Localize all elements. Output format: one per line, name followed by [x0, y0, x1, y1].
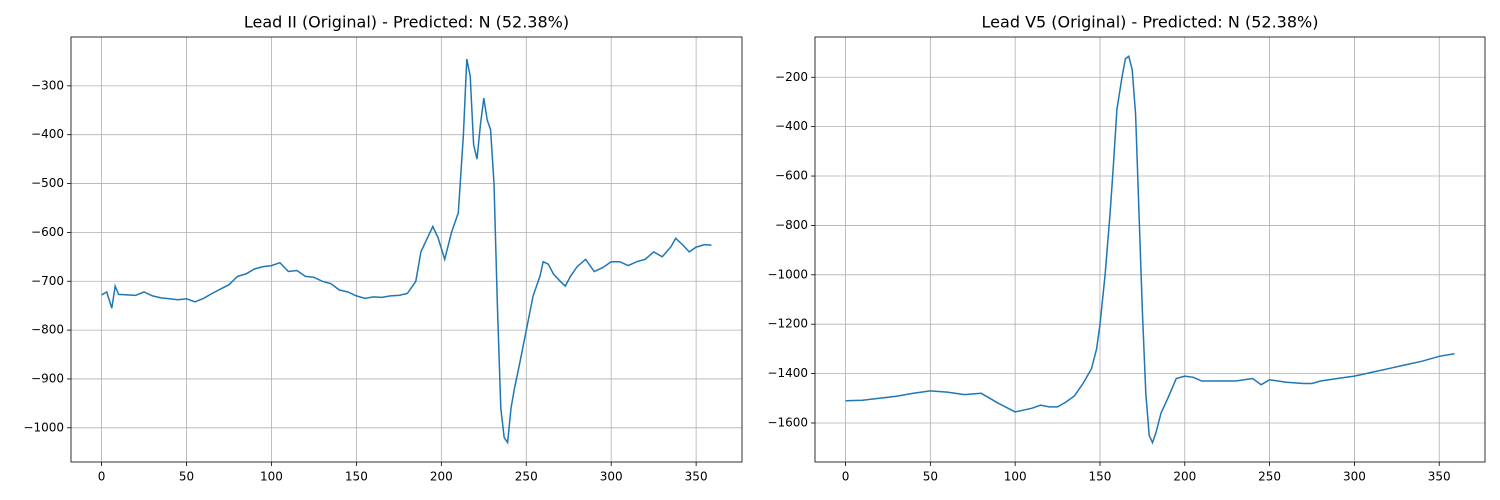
x-tick-label: 250: [1258, 470, 1281, 484]
y-tick-label: −400: [775, 119, 808, 133]
y-tick-label: −600: [775, 169, 808, 183]
y-tick-label: −800: [775, 218, 808, 232]
x-tick-label: 150: [345, 470, 368, 484]
x-tick-label: 200: [430, 470, 453, 484]
y-tick-label: −300: [31, 78, 64, 92]
chart-title: Lead V5 (Original) - Predicted: N (52.38…: [982, 13, 1319, 32]
x-tick-label: 250: [515, 470, 538, 484]
y-tick-label: −500: [31, 176, 64, 190]
y-tick-label: −400: [31, 127, 64, 141]
chart-title: Lead II (Original) - Predicted: N (52.38…: [244, 13, 569, 32]
x-tick-label: 300: [600, 470, 623, 484]
y-tick-label: −800: [31, 323, 64, 337]
x-tick-label: 50: [179, 470, 194, 484]
axes-frame: [814, 36, 1486, 463]
y-tick-label: −700: [31, 274, 64, 288]
x-tick-label: 100: [1004, 470, 1027, 484]
axes-frame: [70, 36, 743, 463]
x-tick-label: 200: [1173, 470, 1196, 484]
line-series: [845, 55, 1455, 445]
x-tick-label: 0: [98, 470, 106, 484]
y-tick-label: −900: [31, 371, 64, 385]
x-tick-label: 150: [1089, 470, 1112, 484]
y-tick-label: −1000: [23, 420, 64, 434]
x-tick-label: 350: [685, 470, 708, 484]
line-series: [101, 58, 712, 445]
y-tick-label: −200: [775, 70, 808, 84]
x-tick-label: 100: [260, 470, 283, 484]
x-tick-label: 50: [923, 470, 938, 484]
y-tick-label: −600: [31, 225, 64, 239]
y-tick-label: −1600: [767, 415, 808, 429]
x-tick-label: 0: [842, 470, 850, 484]
y-tick-label: −1200: [767, 317, 808, 331]
x-tick-label: 300: [1343, 470, 1366, 484]
y-tick-label: −1000: [767, 267, 808, 281]
x-tick-label: 350: [1428, 470, 1451, 484]
y-tick-label: −1400: [767, 366, 808, 380]
